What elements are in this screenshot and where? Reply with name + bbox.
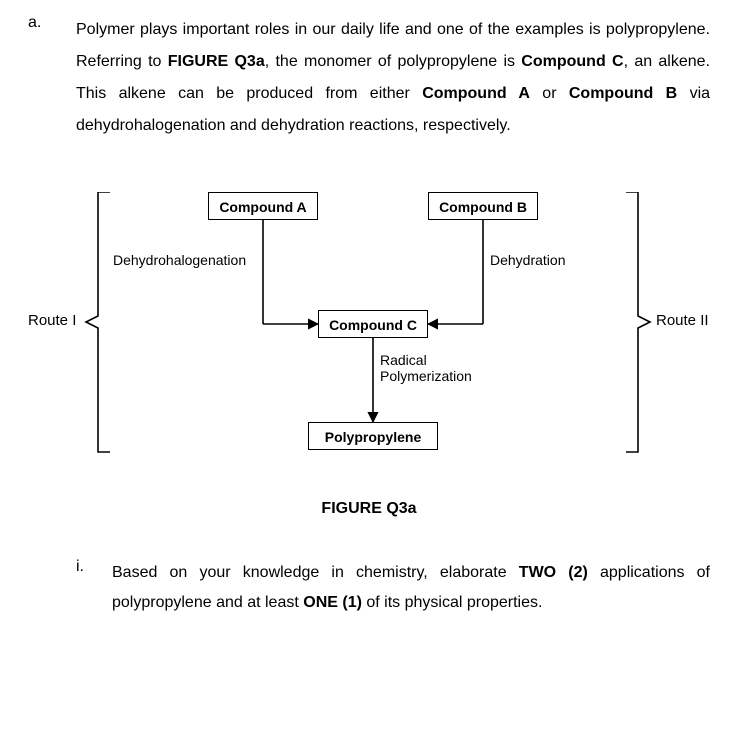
question-paragraph: Polymer plays important roles in our dai…: [76, 14, 710, 142]
subquestion-body: Based on your knowledge in chemistry, el…: [112, 558, 710, 619]
flow-node-c: Compound C: [318, 310, 428, 338]
route-label-right: Route II: [656, 312, 709, 329]
figure-q3a: Compound A Compound B Compound C Polypropyl…: [28, 192, 710, 492]
flow-node-a: Compound A: [208, 192, 318, 220]
subquestion-label: i.: [76, 558, 112, 619]
question-label: a.: [28, 14, 76, 142]
route-label-left: Route I: [28, 312, 76, 329]
flow-node-p: Polypropylene: [308, 422, 438, 450]
edge-label: Dehydration: [490, 252, 566, 268]
flow-node-b: Compound B: [428, 192, 538, 220]
edge-label: RadicalPolymerization: [380, 352, 472, 384]
edge-label: Dehydrohalogenation: [113, 252, 246, 268]
figure-caption: FIGURE Q3a: [28, 500, 710, 518]
